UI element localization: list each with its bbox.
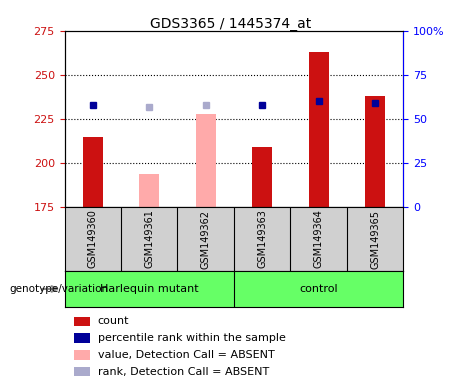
Text: control: control	[299, 284, 338, 294]
Bar	[139, 174, 159, 207]
Bar	[74, 317, 90, 326]
Bar	[74, 367, 90, 376]
Bar	[74, 333, 90, 343]
Text: GSM149361: GSM149361	[144, 210, 154, 268]
Bar	[196, 114, 216, 207]
Bar	[365, 96, 385, 207]
Text: value, Detection Call = ABSENT: value, Detection Call = ABSENT	[98, 350, 274, 360]
Bar	[83, 137, 103, 207]
Text: percentile rank within the sample: percentile rank within the sample	[98, 333, 286, 343]
Text: GSM149363: GSM149363	[257, 210, 267, 268]
Bar	[252, 147, 272, 207]
Bar	[74, 350, 90, 360]
Text: GDS3365 / 1445374_at: GDS3365 / 1445374_at	[150, 17, 311, 31]
Text: count: count	[98, 316, 129, 326]
Text: GSM149362: GSM149362	[201, 210, 211, 268]
Text: rank, Detection Call = ABSENT: rank, Detection Call = ABSENT	[98, 367, 269, 377]
Text: Harlequin mutant: Harlequin mutant	[100, 284, 199, 294]
Text: GSM149364: GSM149364	[313, 210, 324, 268]
Text: GSM149360: GSM149360	[88, 210, 98, 268]
Text: genotype/variation: genotype/variation	[9, 284, 108, 294]
Bar	[309, 52, 329, 207]
Text: GSM149365: GSM149365	[370, 210, 380, 268]
